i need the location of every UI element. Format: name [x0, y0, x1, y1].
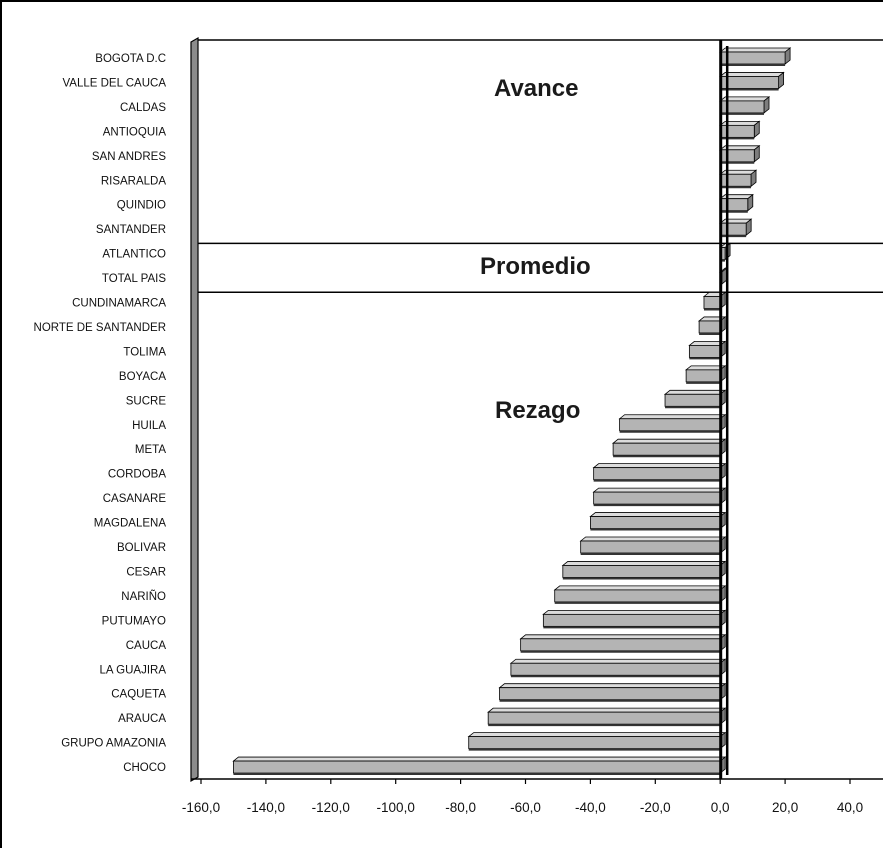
category-label: SAN ANDRES — [92, 151, 166, 163]
bar-putumayo — [542, 609, 727, 629]
bar-santander — [719, 218, 753, 238]
category-label: CESAR — [126, 566, 166, 578]
bar-meta — [611, 438, 727, 458]
bar-cesar — [561, 560, 727, 580]
category-label: ATLANTICO — [102, 249, 166, 261]
category-label: BOLIVAR — [117, 542, 166, 554]
zone-label-avance: Avance — [494, 75, 579, 102]
category-label: SANTANDER — [96, 224, 166, 236]
zone-label-rezago: Rezago — [495, 397, 580, 424]
bar-caldas — [719, 96, 771, 115]
bar-magdalena — [589, 511, 727, 531]
bar-sucre — [663, 389, 727, 409]
category-label: VALLE DEL CAUCA — [62, 77, 166, 89]
category-label: CASANARE — [103, 493, 167, 505]
category-label: CAQUETA — [111, 689, 166, 701]
x-tick-label: 0,0 — [711, 800, 730, 815]
x-tick-label: -60,0 — [510, 800, 541, 815]
bar-nariño — [553, 585, 727, 604]
category-label: CAUCA — [126, 640, 167, 652]
category-label: CORDOBA — [108, 469, 166, 481]
x-tick-label: -100,0 — [377, 800, 415, 815]
category-label: CHOCO — [123, 762, 166, 774]
bar-valle-del-cauca — [719, 71, 785, 91]
x-tick-label: -160,0 — [182, 800, 220, 815]
bar-cauca — [519, 633, 727, 653]
x-tick-label: -40,0 — [575, 800, 606, 815]
zone-label-promedio: Promedio — [480, 253, 591, 280]
x-tick-label: 40,0 — [837, 800, 863, 815]
bar-arauca — [487, 707, 727, 727]
bar-bogota-d-c — [719, 47, 792, 66]
category-label: CALDAS — [120, 102, 166, 114]
category-label: MAGDALENA — [94, 518, 167, 530]
x-tick-label: 20,0 — [772, 800, 798, 815]
x-tick-label: -80,0 — [445, 800, 476, 815]
category-label: NORTE DE SANTANDER — [34, 322, 166, 334]
category-label: QUINDIO — [117, 200, 166, 212]
category-label: LA GUAJIRA — [100, 664, 167, 676]
category-label: HUILA — [132, 420, 166, 432]
category-label: TOLIMA — [123, 346, 166, 358]
x-tick-label: -20,0 — [640, 800, 671, 815]
bar-san-andres — [719, 144, 761, 164]
category-label: BOYACA — [119, 371, 166, 383]
bar-quindio — [719, 193, 754, 213]
zero-axis-line — [719, 40, 723, 779]
bar-antioquia — [719, 120, 761, 140]
x-tick-label: -140,0 — [247, 800, 285, 815]
bar-risaralda — [719, 169, 758, 189]
category-label: BOGOTA D.C — [95, 53, 166, 65]
category-label: TOTAL PAIS — [102, 273, 166, 285]
category-label: PUTUMAYO — [102, 615, 166, 627]
bar-huila — [618, 413, 727, 433]
category-label: META — [135, 444, 166, 456]
category-label: GRUPO AMAZONIA — [61, 738, 166, 750]
bar-cordoba — [592, 462, 727, 482]
bar-grupo-amazonia — [467, 731, 727, 751]
bar-caqueta — [498, 682, 727, 702]
category-label: SUCRE — [126, 395, 167, 407]
category-label: CUNDINAMARCA — [72, 298, 166, 310]
category-label: ARAUCA — [118, 713, 166, 725]
bar-la-guajira — [509, 658, 727, 678]
category-label: RISARALDA — [101, 175, 167, 187]
category-label: ANTIOQUIA — [103, 126, 167, 138]
category-label: NARIÑO — [121, 590, 166, 603]
bar-bolivar — [579, 536, 727, 555]
bar-casanare — [592, 487, 727, 507]
left-wall — [190, 36, 199, 783]
x-tick-label: -120,0 — [312, 800, 350, 815]
bar-choco — [232, 756, 727, 776]
